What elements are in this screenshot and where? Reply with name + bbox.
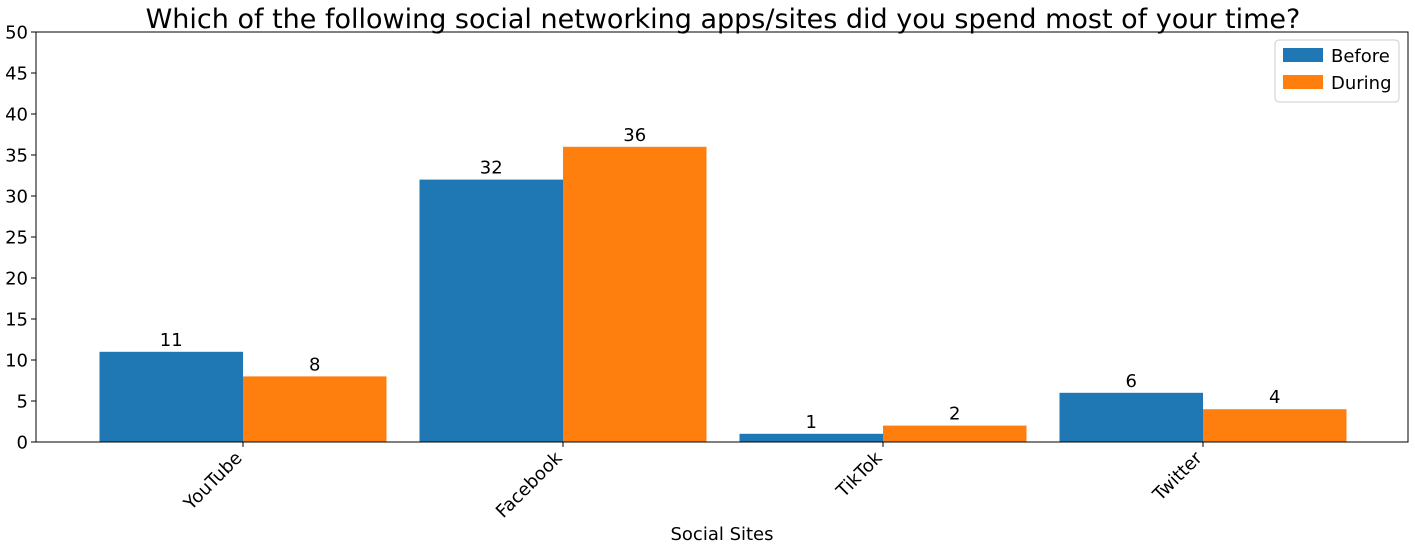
plot-frame xyxy=(35,31,1409,443)
bar-label-before-youtube: 11 xyxy=(160,330,183,351)
x-axis-title: Social Sites xyxy=(670,524,773,545)
y-axis: 0 5 10 15 20 25 30 35 40 45 50 xyxy=(5,23,36,454)
y-tick-label: 0 xyxy=(17,433,28,454)
bar-label-during-facebook: 36 xyxy=(623,125,646,146)
y-tick-label: 15 xyxy=(5,310,28,331)
bar-label-before-facebook: 32 xyxy=(480,158,503,179)
x-tick-label-youtube: YouTube xyxy=(179,448,246,515)
bar-before-youtube xyxy=(99,351,243,442)
bar-label-before-tiktok: 1 xyxy=(806,412,817,433)
legend-swatch-during xyxy=(1283,75,1323,89)
bars-layer xyxy=(99,146,1347,443)
bar-during-youtube xyxy=(243,376,387,442)
y-tick-label: 20 xyxy=(5,269,28,290)
bar-value-labels: 11 8 32 36 1 2 6 4 xyxy=(160,125,1281,433)
bar-before-tiktok xyxy=(739,433,883,442)
bar-label-during-youtube: 8 xyxy=(309,354,320,375)
y-tick-label: 45 xyxy=(5,64,28,85)
bar-label-during-tiktok: 2 xyxy=(949,404,960,425)
x-tick-label-facebook: Facebook xyxy=(492,447,567,522)
legend-swatch-before xyxy=(1283,48,1323,62)
bar-before-facebook xyxy=(419,179,563,442)
legend-label-before: Before xyxy=(1331,46,1390,67)
x-axis: YouTube Facebook TikTok Twitter xyxy=(179,442,1207,522)
legend: Before During xyxy=(1274,39,1400,103)
bar-before-twitter xyxy=(1059,392,1203,442)
legend-label-during: During xyxy=(1331,73,1392,94)
bar-during-tiktok xyxy=(883,425,1027,442)
y-tick-label: 40 xyxy=(5,105,28,126)
x-tick-label-twitter: Twitter xyxy=(1148,447,1207,506)
bar-label-during-twitter: 4 xyxy=(1269,387,1280,408)
y-tick-label: 5 xyxy=(17,392,28,413)
bar-during-twitter xyxy=(1203,409,1347,442)
bar-during-facebook xyxy=(563,146,707,443)
x-tick-label-tiktok: TikTok xyxy=(832,447,887,502)
chart-title: Which of the following social networking… xyxy=(146,4,1301,35)
bar-label-before-twitter: 6 xyxy=(1126,371,1137,392)
y-tick-label: 10 xyxy=(5,351,28,372)
y-tick-label: 35 xyxy=(5,146,28,167)
y-tick-label: 30 xyxy=(5,187,28,208)
y-tick-label: 25 xyxy=(5,228,28,249)
y-tick-label: 50 xyxy=(5,23,28,44)
